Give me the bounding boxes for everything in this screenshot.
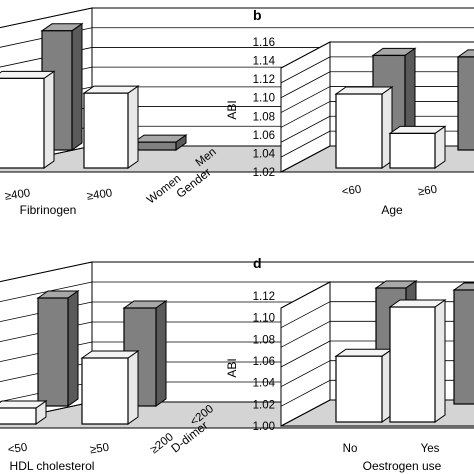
x-axis-label: Age <box>381 203 403 217</box>
bar-front-top <box>388 299 447 308</box>
bar-back-side <box>71 22 83 151</box>
y-tick-label: 1.08 <box>253 111 275 123</box>
bar-front-top <box>334 86 394 95</box>
gridline-side <box>280 115 331 143</box>
x-tick-label: No <box>343 443 358 455</box>
y-tick-label: 1.00 <box>253 421 275 433</box>
gridline-side <box>280 101 331 128</box>
gridline-side <box>0 261 93 283</box>
bar-back <box>453 289 474 405</box>
y-tick-label: 1.04 <box>253 148 276 160</box>
y-tick-label: 1.02 <box>253 167 275 179</box>
gridline-side <box>280 41 331 69</box>
gridline-side <box>280 281 331 309</box>
bar-front-top <box>334 348 394 357</box>
gridline-side <box>280 399 331 427</box>
x-tick-label: ≥400 <box>86 187 113 202</box>
bar-front <box>335 93 383 169</box>
bar-front-side <box>43 70 55 169</box>
bar-back <box>133 141 177 151</box>
bar-back-side <box>155 300 167 407</box>
bar-back-top <box>456 49 474 58</box>
x-tick-label: Yes <box>421 443 440 455</box>
y-tick-label: 1.06 <box>253 130 275 142</box>
panel-d: 1.00 1.02 1.04 1.06 1.08 1.10 1.12 ABI d No Yes Oes… <box>225 255 474 473</box>
y-tick-label: 1.08 <box>253 334 275 346</box>
x-axis-label: HDL cholesterol <box>10 459 95 473</box>
y-tick-label: 1.06 <box>253 356 275 368</box>
x-axis-label: Oestrogen use <box>363 459 442 473</box>
gridline-side <box>280 145 331 173</box>
gridline-side <box>280 320 331 348</box>
gridline-side <box>280 340 331 368</box>
bar-front-side <box>127 85 139 169</box>
y-axis-label: ABI <box>225 358 239 377</box>
bar-front <box>0 407 37 425</box>
bar-front-top <box>80 350 140 359</box>
bar-front-side <box>434 299 446 423</box>
y-tick-label: 1.12 <box>253 291 275 303</box>
y-tick-label: 1.14 <box>253 56 276 68</box>
gridline-side <box>280 130 331 158</box>
bar-back-side <box>67 290 79 407</box>
bar-front <box>389 132 436 169</box>
bar-front-top <box>0 70 56 79</box>
bar-front <box>389 306 436 423</box>
bar-front <box>0 77 45 169</box>
x-tick-label: ≥60 <box>417 184 438 199</box>
y-tick-label: 1.12 <box>253 74 275 86</box>
bar-front <box>83 92 129 169</box>
gridline-side <box>280 301 331 329</box>
gridline-side <box>0 281 93 303</box>
bar-front-side <box>127 350 139 425</box>
panel-label: d <box>253 255 262 271</box>
gridline-side <box>280 360 331 388</box>
y-tick-label: 1.10 <box>253 93 275 105</box>
y-tick-label: 1.10 <box>253 313 275 325</box>
bar-front <box>335 355 383 423</box>
bar-front-top <box>82 85 140 94</box>
y-tick-label: 1.16 <box>253 37 275 49</box>
bar-back-top <box>452 282 474 291</box>
gridline-side <box>0 7 93 29</box>
panel-label: b <box>253 7 262 23</box>
bar-front <box>81 357 129 425</box>
bar-back <box>457 56 474 151</box>
bar-back <box>37 297 69 407</box>
panel-b: 1.02 1.04 1.06 1.08 1.10 1.12 1.14 1.16 ABI b <60 ≥… <box>225 7 474 217</box>
x-tick-label: ≥400 <box>4 187 31 202</box>
x-tick-label: ≥50 <box>89 442 110 457</box>
x-tick-label: <60 <box>341 184 362 199</box>
x-axis-label: Fibrinogen <box>20 203 77 217</box>
y-axis-label: ABI <box>225 100 239 119</box>
bar-front-top <box>388 125 447 134</box>
y-tick-label: 1.04 <box>253 378 276 390</box>
y-tick-label: 1.02 <box>253 399 275 411</box>
x-tick-label: <50 <box>7 442 28 457</box>
gridline-side <box>280 71 331 99</box>
gridline-side <box>280 86 331 113</box>
gridline-side <box>280 56 331 84</box>
gridline-side <box>280 379 331 407</box>
